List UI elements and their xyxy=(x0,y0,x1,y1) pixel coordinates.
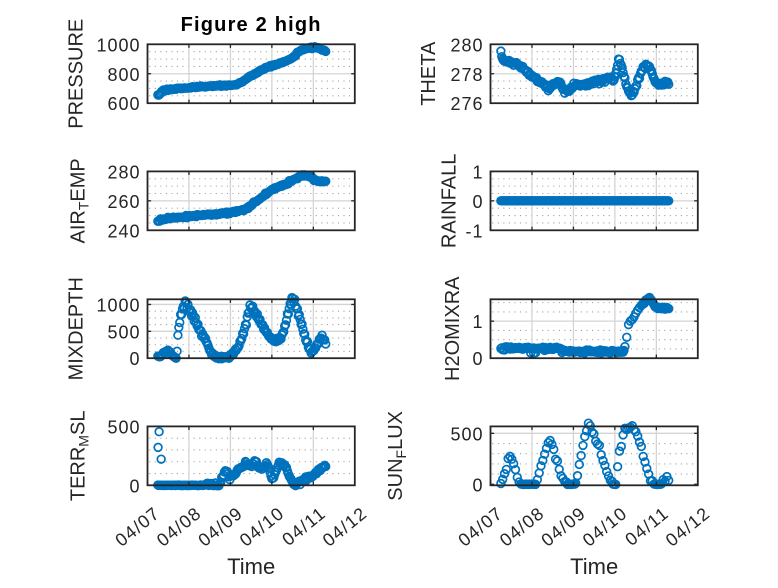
svg-text:Figure 2 high: Figure 2 high xyxy=(181,14,322,36)
svg-text:0: 0 xyxy=(129,349,140,369)
svg-text:500: 500 xyxy=(450,424,483,444)
svg-text:0: 0 xyxy=(472,349,483,369)
svg-text:SUNFLUX: SUNFLUX xyxy=(385,411,409,501)
svg-text:240: 240 xyxy=(107,221,140,241)
svg-text:0: 0 xyxy=(472,475,483,495)
svg-text:500: 500 xyxy=(107,417,140,437)
svg-text:1: 1 xyxy=(472,312,483,332)
svg-text:278: 278 xyxy=(450,65,483,85)
svg-text:TERRMSL: TERRMSL xyxy=(68,411,92,502)
svg-text:THETA: THETA xyxy=(418,41,440,106)
svg-text:280: 280 xyxy=(450,35,483,55)
svg-text:1000: 1000 xyxy=(96,295,140,315)
svg-text:600: 600 xyxy=(107,94,140,114)
svg-text:280: 280 xyxy=(107,162,140,182)
svg-text:H2OMIXRA: H2OMIXRA xyxy=(442,276,464,381)
svg-text:260: 260 xyxy=(107,192,140,212)
svg-text:276: 276 xyxy=(450,94,483,114)
svg-text:1000: 1000 xyxy=(96,35,140,55)
svg-text:0: 0 xyxy=(472,192,483,212)
svg-text:MIXDEPTH: MIXDEPTH xyxy=(66,277,88,380)
svg-text:RAINFALL: RAINFALL xyxy=(439,154,461,248)
svg-text:800: 800 xyxy=(107,65,140,85)
svg-text:Time: Time xyxy=(227,554,275,579)
svg-text:AIRTEMP: AIRTEMP xyxy=(68,158,92,243)
svg-text:PRESSURE: PRESSURE xyxy=(66,19,88,129)
svg-text:500: 500 xyxy=(107,322,140,342)
svg-text:Time: Time xyxy=(570,554,618,579)
svg-text:0: 0 xyxy=(129,476,140,496)
svg-text:-1: -1 xyxy=(465,221,483,241)
svg-text:1: 1 xyxy=(472,162,483,182)
